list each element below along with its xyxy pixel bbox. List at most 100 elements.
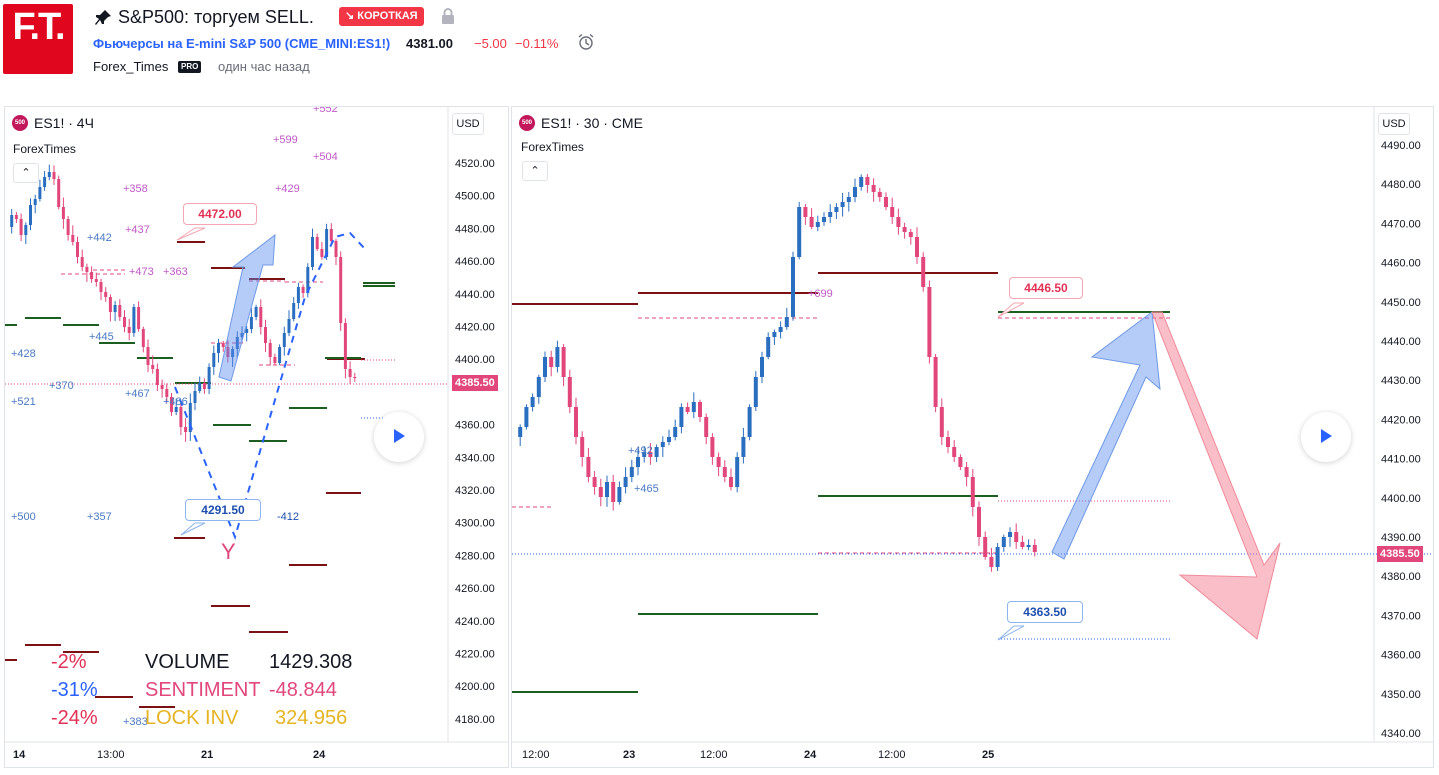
right-candle bbox=[691, 402, 696, 412]
right-candle bbox=[791, 257, 795, 317]
right-y-tick: 4470.00 bbox=[1381, 218, 1421, 230]
right-chart-canvas[interactable]: 4490.00 4480.00 4470.00 4460.00 4450.00 4440.… bbox=[512, 107, 1433, 767]
right-candle bbox=[660, 442, 665, 447]
right-y-tick: 4430.00 bbox=[1381, 375, 1421, 387]
left-candle bbox=[348, 369, 352, 377]
right-candle bbox=[642, 452, 647, 457]
left-candle bbox=[254, 307, 258, 317]
right-collapse-button[interactable]: ⌃ bbox=[522, 161, 548, 181]
right-annotation: +492 bbox=[628, 445, 653, 457]
short-badge: ↘ КОРОТКАЯ bbox=[339, 7, 424, 26]
left-play-button[interactable] bbox=[374, 412, 424, 462]
chart-panel-right[interactable]: 4490.00 4480.00 4470.00 4460.00 4450.00 4440.… bbox=[511, 106, 1434, 768]
left-candle bbox=[160, 385, 164, 389]
right-currency-button[interactable]: USD bbox=[1378, 113, 1410, 135]
right-candle bbox=[846, 197, 851, 202]
left-candle bbox=[268, 343, 272, 357]
left-annotation: +437 bbox=[125, 224, 150, 236]
left-candle bbox=[296, 287, 300, 303]
right-callout-bottom: 4363.50 bbox=[1007, 601, 1083, 623]
right-candle bbox=[815, 222, 820, 227]
right-annotation: +465 bbox=[634, 483, 659, 495]
right-x-tick: 12:00 bbox=[522, 749, 550, 761]
left-candle bbox=[14, 215, 18, 219]
alarm-clock-icon[interactable] bbox=[577, 33, 595, 51]
right-candle bbox=[543, 357, 547, 377]
left-candle bbox=[329, 229, 333, 241]
right-x-tick: 12:00 bbox=[878, 749, 906, 761]
right-y-tick: 4440.00 bbox=[1381, 336, 1421, 348]
left-candle bbox=[61, 207, 65, 219]
right-callout-top: 4446.50 bbox=[1009, 277, 1083, 299]
right-play-button[interactable] bbox=[1301, 412, 1351, 462]
left-x-tick: 14 bbox=[13, 749, 26, 761]
left-candle bbox=[188, 403, 192, 432]
right-candle bbox=[580, 437, 585, 457]
left-candle bbox=[19, 219, 23, 235]
right-x-tick: 23 bbox=[623, 749, 635, 761]
right-candle bbox=[722, 467, 727, 477]
right-candle bbox=[1008, 532, 1012, 537]
left-callout-tail bbox=[180, 522, 206, 536]
symbol-link[interactable]: Фьючерсы на E-mini S&P 500 (CME_MINI:ES1… bbox=[93, 36, 391, 51]
left-annotation: +500 bbox=[11, 511, 36, 523]
left-y-tick: 4280.00 bbox=[455, 550, 495, 562]
left-candle bbox=[259, 307, 263, 327]
left-y-tick: 4300.00 bbox=[455, 518, 495, 530]
chart-panel-left[interactable]: 4520.00 4500.00 4480.00 4460.00 4440.00 4420.… bbox=[4, 106, 509, 768]
right-candle bbox=[927, 287, 932, 357]
left-candle bbox=[193, 391, 197, 403]
header-price: 4381.00 bbox=[406, 36, 453, 51]
right-y-tick: 4380.00 bbox=[1381, 571, 1421, 583]
left-candle bbox=[43, 177, 47, 187]
right-y-tick: 4460.00 bbox=[1381, 258, 1421, 270]
right-candle bbox=[995, 547, 1000, 567]
right-candle bbox=[884, 197, 888, 207]
stat-row2-pct: -31% bbox=[51, 679, 98, 701]
left-candle bbox=[217, 343, 220, 353]
left-candle bbox=[325, 229, 329, 257]
left-candle bbox=[198, 383, 202, 391]
left-candle bbox=[94, 279, 98, 282]
right-last-price-tag: 4385.50 bbox=[1377, 546, 1423, 562]
left-letter-y: Y bbox=[221, 539, 236, 564]
left-candle bbox=[118, 305, 122, 317]
left-candle bbox=[174, 407, 178, 412]
right-candle bbox=[524, 407, 529, 427]
left-candle bbox=[113, 305, 117, 312]
left-candle bbox=[76, 242, 79, 257]
left-collapse-button[interactable]: ⌃ bbox=[13, 163, 39, 183]
left-candle bbox=[52, 172, 56, 179]
right-candle bbox=[803, 207, 808, 217]
right-candle bbox=[629, 467, 634, 477]
right-candle bbox=[636, 457, 640, 467]
right-candle bbox=[698, 402, 702, 417]
right-candle bbox=[778, 327, 783, 332]
right-candle bbox=[747, 407, 752, 437]
left-annotation: +445 bbox=[89, 331, 114, 343]
idea-title: S&P500: торгуем SELL. bbox=[118, 7, 314, 27]
left-candle bbox=[57, 179, 61, 207]
left-y-tick: 4240.00 bbox=[455, 616, 495, 628]
right-candle bbox=[741, 437, 746, 457]
right-candle bbox=[685, 407, 690, 412]
brand-logo[interactable] bbox=[3, 4, 73, 74]
left-candle bbox=[146, 347, 150, 365]
right-candle bbox=[567, 377, 572, 407]
right-candle bbox=[964, 467, 969, 477]
left-candle bbox=[306, 267, 310, 293]
left-candle bbox=[108, 297, 112, 312]
left-annotation: +552 bbox=[313, 107, 338, 115]
left-currency-button[interactable]: USD bbox=[452, 113, 484, 135]
left-candle bbox=[170, 397, 173, 412]
right-candle bbox=[877, 192, 882, 197]
brand-logo-text: F.T. bbox=[12, 6, 65, 48]
right-y-tick: 4400.00 bbox=[1381, 493, 1421, 505]
stat-row1-pct: -2% bbox=[51, 651, 87, 673]
left-annotation: +428 bbox=[11, 348, 36, 360]
author-name[interactable]: Forex_Times bbox=[93, 59, 169, 74]
left-annotation: +358 bbox=[123, 183, 148, 195]
right-candle bbox=[1001, 537, 1006, 547]
right-candle bbox=[853, 187, 857, 197]
left-y-tick: 4220.00 bbox=[455, 649, 495, 661]
